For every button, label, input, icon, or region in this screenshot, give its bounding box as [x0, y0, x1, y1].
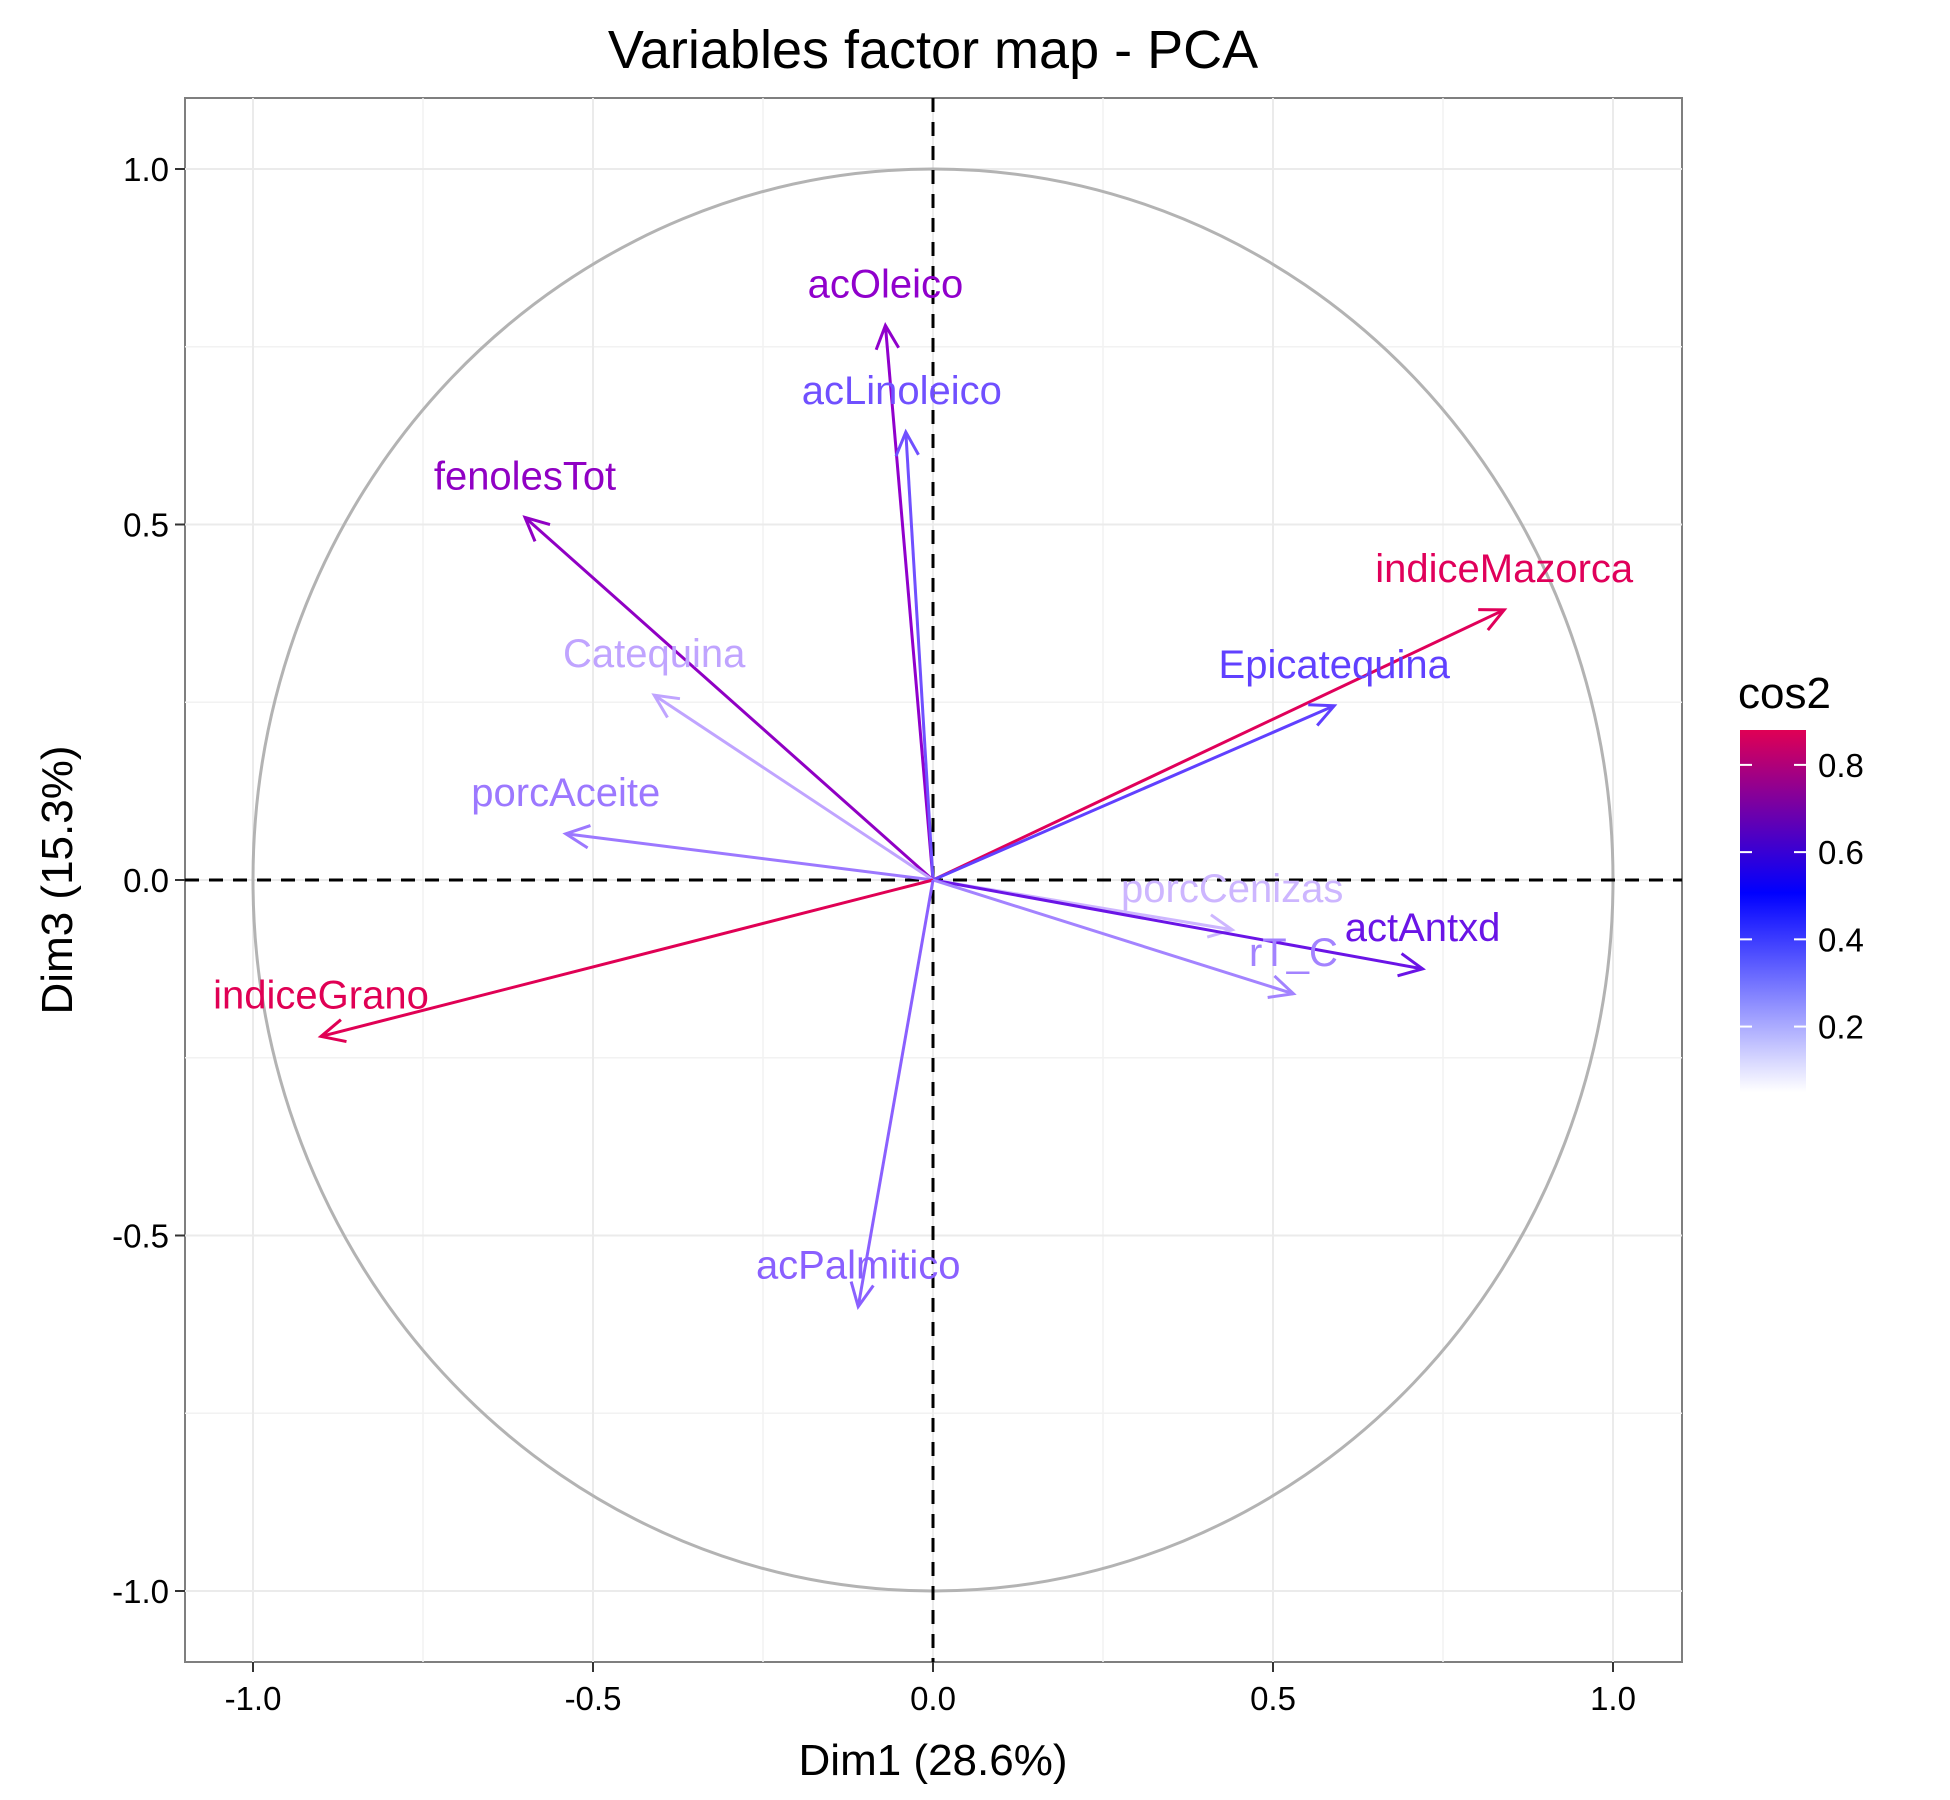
x-tick-label: -0.5	[565, 1680, 622, 1717]
y-axis-ticks: -1.0 -0.5 0.0 0.5 1.0	[112, 151, 185, 1610]
label-indiceGrano: indiceGrano	[213, 973, 429, 1017]
arrowhead-indiceGrano	[317, 1018, 347, 1044]
arrow-acLinoleico	[904, 431, 935, 881]
x-tick-label: -1.0	[225, 1680, 282, 1717]
arrow-rT_C	[932, 878, 1294, 996]
x-tick-label: 0.5	[1250, 1680, 1296, 1717]
y-tick-label: -1.0	[112, 1573, 169, 1610]
x-axis-title: Dim1 (28.6%)	[799, 1736, 1068, 1785]
arrow-Catequina	[653, 693, 934, 882]
variable-labels: acOleico acLinoleico fenolesTot indiceMazor…	[213, 262, 1634, 1287]
arrow-acOleico	[883, 325, 935, 881]
arrowhead-Catequina	[651, 693, 681, 719]
arrow-indiceMazorca	[932, 608, 1505, 882]
label-indiceMazorca: indiceMazorca	[1375, 547, 1634, 591]
arrowhead-porcAceite	[562, 824, 591, 850]
y-tick-label: -0.5	[112, 1218, 169, 1255]
arrowhead-acLinoleico	[894, 428, 920, 457]
arrowhead-actAntxd	[1397, 952, 1427, 978]
variable-arrows	[317, 321, 1508, 1311]
legend-tick-label: 0.6	[1818, 834, 1864, 871]
legend-colorbar	[1740, 730, 1806, 1092]
chart-title: Variables factor map - PCA	[608, 20, 1258, 80]
arrow-acPalmitico	[856, 879, 935, 1307]
legend-tick-label: 0.4	[1818, 921, 1864, 958]
arrowhead-fenolesTot	[522, 515, 551, 542]
y-tick-label: 0.5	[123, 507, 169, 544]
y-tick-label: 1.0	[123, 151, 169, 188]
legend-tick-label: 0.8	[1818, 747, 1864, 784]
arrow-indiceGrano	[320, 878, 934, 1038]
cos2-legend: cos2 0.2 0.4 0.6 0.8	[1738, 669, 1864, 1092]
arrowhead-indiceMazorca	[1478, 608, 1508, 631]
label-porcCenizas: porcCenizas	[1121, 867, 1343, 911]
label-rT_C: rT_C	[1249, 931, 1338, 975]
y-tick-label: 0.0	[123, 862, 169, 899]
label-acOleico: acOleico	[808, 262, 964, 306]
label-actAntxd: actAntxd	[1345, 906, 1501, 950]
plot-panel: acOleico acLinoleico fenolesTot indiceMazor…	[184, 97, 1683, 1663]
arrowhead-rT_C	[1267, 974, 1297, 999]
arrowhead-acOleico	[874, 321, 900, 351]
label-Catequina: Catequina	[563, 632, 746, 676]
arrow-porcAceite	[565, 832, 934, 882]
y-axis-title: Dim3 (15.3%)	[33, 746, 82, 1015]
arrowhead-porcCenizas	[1206, 913, 1236, 939]
arrow-Epicatequina	[932, 704, 1335, 882]
x-axis-ticks: -1.0 -0.5 0.0 0.5 1.0	[225, 1662, 1636, 1717]
label-fenolesTot: fenolesTot	[434, 454, 616, 498]
x-tick-label: 1.0	[1590, 1680, 1636, 1717]
legend-title: cos2	[1738, 669, 1831, 718]
legend-ticks: 0.2 0.4 0.6 0.8	[1740, 747, 1864, 1046]
label-Epicatequina: Epicatequina	[1219, 643, 1451, 687]
label-acPalmitico: acPalmitico	[756, 1244, 961, 1288]
legend-tick-label: 0.2	[1818, 1009, 1864, 1046]
arrowhead-Epicatequina	[1308, 703, 1338, 727]
label-porcAceite: porcAceite	[471, 771, 660, 815]
label-acLinoleico: acLinoleico	[802, 369, 1002, 413]
arrow-fenolesTot	[524, 516, 934, 882]
arrow-actAntxd	[932, 878, 1423, 971]
arrowhead-acPalmitico	[849, 1281, 875, 1311]
x-tick-label: 0.0	[910, 1680, 956, 1717]
